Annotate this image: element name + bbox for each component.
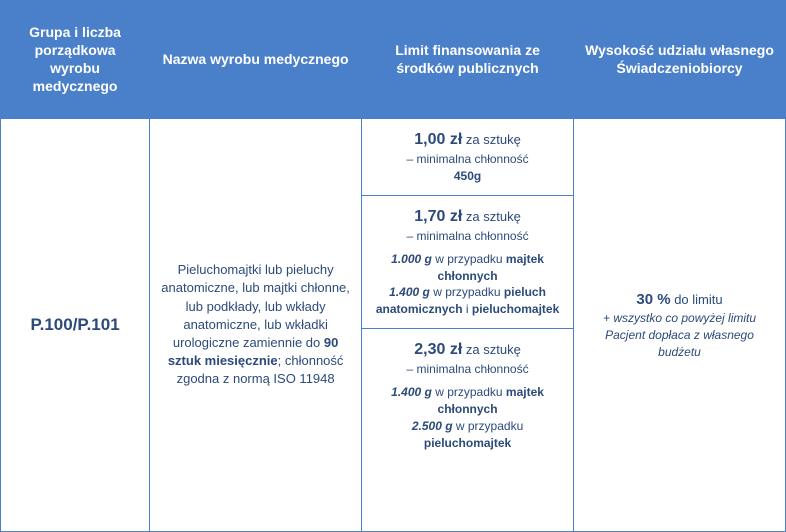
limit-item: 2,30 zł za sztukę – minimalna chłonność … bbox=[362, 329, 573, 461]
share-percent: 30 % bbox=[636, 291, 670, 308]
limit-detail: 2.500 g w przypadku pieluchomajtek bbox=[368, 418, 567, 452]
limit-text: w przypadku bbox=[432, 252, 506, 266]
limit-sub: – minimalna chłonność bbox=[368, 361, 567, 378]
limit-per: za sztukę bbox=[462, 342, 521, 357]
cell-name: Pieluchomajtki lub pieluchy anatomiczne,… bbox=[150, 118, 362, 531]
limit-weight: 2.500 g bbox=[412, 419, 453, 433]
limit-product: pieluchomajtek bbox=[424, 436, 511, 450]
header-share: Wysokość udziału własnego Świadczeniobio… bbox=[574, 1, 786, 119]
limit-detail: 1.400 g w przypadku pieluch anatomicznyc… bbox=[368, 284, 567, 318]
limit-text: w przypadku bbox=[453, 419, 524, 433]
limit-weight: 1.400 g bbox=[389, 285, 430, 299]
product-code: P.100/P.101 bbox=[30, 315, 119, 334]
limit-sub: – minimalna chłonność bbox=[368, 228, 567, 245]
header-name: Nazwa wyrobu medycznego bbox=[150, 1, 362, 119]
limit-detail: 1.000 g w przypadku majtek chłonnych bbox=[368, 251, 567, 285]
limit-line: 1,00 zł za sztukę bbox=[368, 129, 567, 151]
share-text: do limitu bbox=[671, 292, 723, 307]
limit-detail: 1.400 g w przypadku majtek chłonnych bbox=[368, 384, 567, 418]
name-text-1: Pieluchomajtki lub pieluchy anatomiczne,… bbox=[161, 262, 350, 350]
table-row: P.100/P.101 Pieluchomajtki lub pieluchy … bbox=[1, 118, 786, 531]
share-note: + wszystko co powyżej limitu Pacjent dop… bbox=[584, 310, 775, 360]
limit-product: pieluchomajtek bbox=[472, 302, 559, 316]
limit-stack: 1,00 zł za sztukę – minimalna chłonność … bbox=[362, 119, 573, 531]
limit-weight: 1.000 g bbox=[391, 252, 432, 266]
limit-per: za sztukę bbox=[462, 209, 521, 224]
limit-text: i bbox=[463, 302, 472, 316]
limit-weight: 450g bbox=[368, 168, 567, 185]
limit-item: 1,00 zł za sztukę – minimalna chłonność … bbox=[362, 119, 573, 196]
limit-per: za sztukę bbox=[462, 132, 521, 147]
refund-table: Grupa i liczba porządkowa wyrobu medyczn… bbox=[0, 0, 786, 532]
limit-text: w przypadku bbox=[432, 385, 506, 399]
limit-item: 1,70 zł za sztukę – minimalna chłonność … bbox=[362, 196, 573, 329]
cell-share: 30 % do limitu + wszystko co powyżej lim… bbox=[574, 118, 786, 531]
cell-code: P.100/P.101 bbox=[1, 118, 150, 531]
header-limit: Limit finansowania ze środków publicznyc… bbox=[362, 1, 574, 119]
limit-price: 1,00 zł bbox=[414, 131, 462, 148]
limit-price: 1,70 zł bbox=[414, 208, 462, 225]
limit-text: w przypadku bbox=[430, 285, 504, 299]
header-group: Grupa i liczba porządkowa wyrobu medyczn… bbox=[1, 1, 150, 119]
limit-weight: 1.400 g bbox=[391, 385, 432, 399]
limit-line: 1,70 zł za sztukę bbox=[368, 206, 567, 228]
header-row: Grupa i liczba porządkowa wyrobu medyczn… bbox=[1, 1, 786, 119]
share-line: 30 % do limitu bbox=[584, 289, 775, 310]
limit-price: 2,30 zł bbox=[414, 341, 462, 358]
limit-sub: – minimalna chłonność bbox=[368, 151, 567, 168]
limit-line: 2,30 zł za sztukę bbox=[368, 339, 567, 361]
cell-limits: 1,00 zł za sztukę – minimalna chłonność … bbox=[362, 118, 574, 531]
